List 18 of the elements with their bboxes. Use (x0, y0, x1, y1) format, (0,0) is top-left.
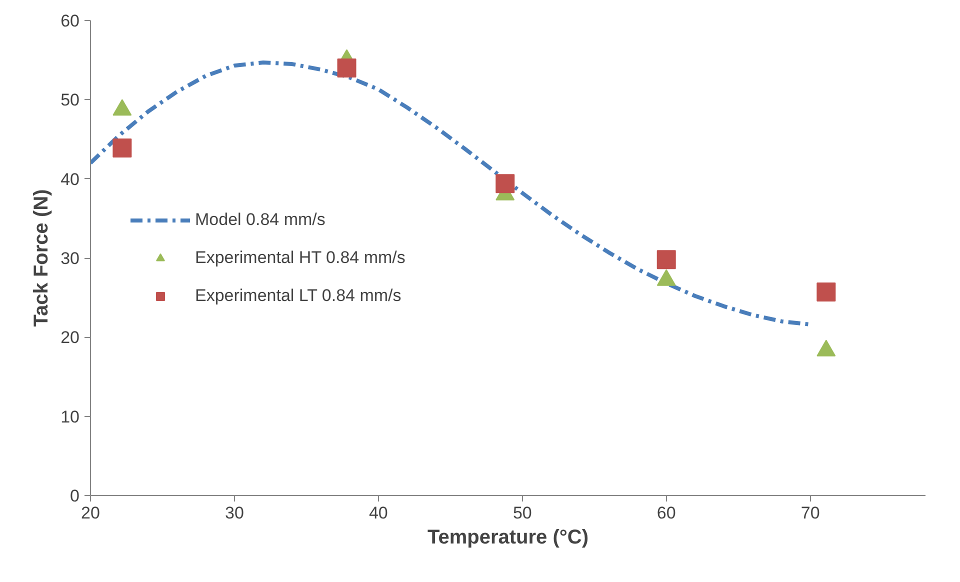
y-tick-label: 60 (60, 12, 80, 30)
y-tick-label: 30 (60, 249, 80, 268)
x-tick-label: 70 (800, 504, 820, 522)
y-tick-label: 10 (60, 407, 80, 426)
x-axis-title: Temperature (°C) (428, 526, 589, 548)
legend-label: Model 0.84 mm/s (195, 210, 326, 230)
x-tick-label: 40 (368, 504, 388, 522)
y-tick-label: 0 (70, 486, 80, 506)
legend-label: Experimental LT 0.84 mm/s (195, 286, 402, 306)
x-tick-label: 30 (225, 504, 244, 522)
x-tick-label: 20 (81, 504, 100, 522)
legend-label: Experimental HT 0.84 mm/s (195, 248, 406, 268)
y-tick-label: 50 (60, 90, 80, 110)
y-tick-label: 20 (60, 328, 80, 348)
y-tick-label: 40 (60, 170, 80, 189)
y-axis-title: Tack Force (N) (30, 189, 53, 327)
x-tick-label: 50 (512, 504, 532, 522)
x-tick-label: 60 (656, 504, 676, 522)
